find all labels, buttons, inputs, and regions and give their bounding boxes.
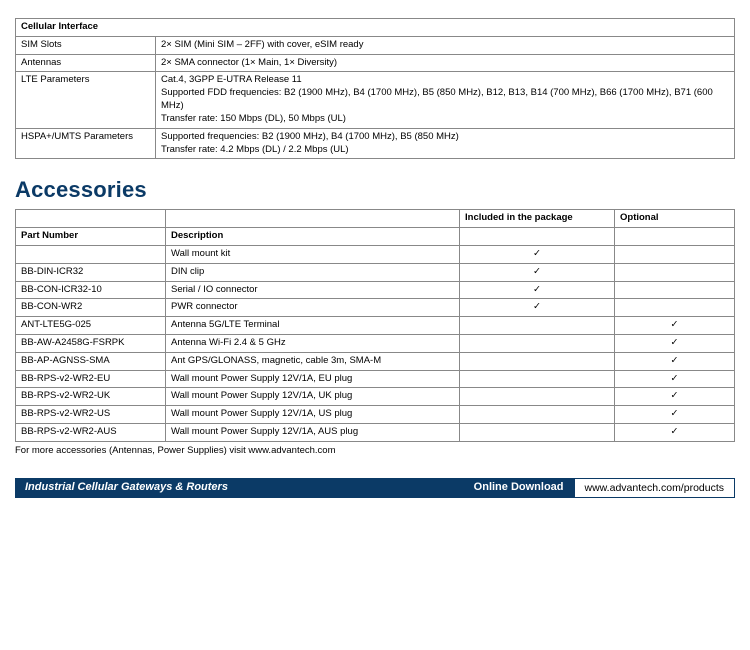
table-row: BB-DIN-ICR32DIN clip✓: [16, 263, 735, 281]
included-mark: ✓: [460, 299, 615, 317]
included-mark: ✓: [460, 263, 615, 281]
optional-mark: [615, 281, 735, 299]
spec-value: Supported frequencies: B2 (1900 MHz), B4…: [156, 128, 735, 159]
part-number: [16, 245, 166, 263]
part-number: BB-AW-A2458G-FSRPK: [16, 335, 166, 353]
table-row: BB-RPS-v2-WR2-EUWall mount Power Supply …: [16, 370, 735, 388]
description: Serial / IO connector: [166, 281, 460, 299]
part-number: BB-RPS-v2-WR2-EU: [16, 370, 166, 388]
table-row: BB-AW-A2458G-FSRPKAntenna Wi-Fi 2.4 & 5 …: [16, 335, 735, 353]
footer-url[interactable]: www.advantech.com/products: [574, 478, 735, 498]
description: Wall mount Power Supply 12V/1A, UK plug: [166, 388, 460, 406]
optional-mark: ✓: [615, 370, 735, 388]
accessories-title: Accessories: [15, 177, 735, 203]
description: Wall mount Power Supply 12V/1A, EU plug: [166, 370, 460, 388]
description: Wall mount Power Supply 12V/1A, US plug: [166, 406, 460, 424]
included-mark: [460, 335, 615, 353]
table-row: BB-RPS-v2-WR2-USWall mount Power Supply …: [16, 406, 735, 424]
part-number: BB-CON-ICR32-10: [16, 281, 166, 299]
part-number: BB-RPS-v2-WR2-UK: [16, 388, 166, 406]
spec-value: Cat.4, 3GPP E-UTRA Release 11Supported F…: [156, 72, 735, 128]
spec-label: Antennas: [16, 54, 156, 72]
part-number: BB-CON-WR2: [16, 299, 166, 317]
optional-mark: ✓: [615, 352, 735, 370]
included-mark: [460, 388, 615, 406]
included-mark: ✓: [460, 281, 615, 299]
part-number: ANT-LTE5G-025: [16, 317, 166, 335]
description: Antenna Wi-Fi 2.4 & 5 GHz: [166, 335, 460, 353]
footer-category: Industrial Cellular Gateways & Routers: [15, 478, 464, 498]
spec-label: SIM Slots: [16, 36, 156, 54]
part-number: BB-RPS-v2-WR2-AUS: [16, 424, 166, 442]
optional-mark: [615, 263, 735, 281]
optional-mark: ✓: [615, 406, 735, 424]
col-optional: Optional: [615, 210, 735, 228]
part-number: BB-RPS-v2-WR2-US: [16, 406, 166, 424]
table-row: BB-RPS-v2-WR2-AUSWall mount Power Supply…: [16, 424, 735, 442]
col-description: Description: [166, 228, 460, 246]
optional-mark: ✓: [615, 335, 735, 353]
table-row: BB-AP-AGNSS-SMAAnt GPS/GLONASS, magnetic…: [16, 352, 735, 370]
description: Ant GPS/GLONASS, magnetic, cable 3m, SMA…: [166, 352, 460, 370]
included-mark: ✓: [460, 245, 615, 263]
part-number: BB-DIN-ICR32: [16, 263, 166, 281]
accessories-table: Included in the package Optional Part Nu…: [15, 209, 735, 442]
cellular-header: Cellular Interface: [16, 19, 735, 37]
optional-mark: ✓: [615, 424, 735, 442]
included-mark: [460, 317, 615, 335]
table-row: BB-CON-WR2PWR connector✓: [16, 299, 735, 317]
footer-download-label: Online Download: [464, 478, 574, 498]
optional-mark: ✓: [615, 317, 735, 335]
spec-value: 2× SIM (Mini SIM – 2FF) with cover, eSIM…: [156, 36, 735, 54]
included-mark: [460, 406, 615, 424]
included-mark: [460, 352, 615, 370]
part-number: BB-AP-AGNSS-SMA: [16, 352, 166, 370]
table-row: ANT-LTE5G-025Antenna 5G/LTE Terminal ✓: [16, 317, 735, 335]
optional-mark: [615, 299, 735, 317]
table-row: BB-CON-ICR32-10Serial / IO connector✓: [16, 281, 735, 299]
description: PWR connector: [166, 299, 460, 317]
table-row: Wall mount kit✓: [16, 245, 735, 263]
table-row: BB-RPS-v2-WR2-UKWall mount Power Supply …: [16, 388, 735, 406]
spec-label: HSPA+/UMTS Parameters: [16, 128, 156, 159]
description: Wall mount kit: [166, 245, 460, 263]
description: DIN clip: [166, 263, 460, 281]
col-part-number: Part Number: [16, 228, 166, 246]
col-included: Included in the package: [460, 210, 615, 228]
description: Wall mount Power Supply 12V/1A, AUS plug: [166, 424, 460, 442]
accessories-footnote: For more accessories (Antennas, Power Su…: [15, 445, 735, 456]
spec-value: 2× SMA connector (1× Main, 1× Diversity): [156, 54, 735, 72]
cellular-interface-table: Cellular Interface SIM Slots2× SIM (Mini…: [15, 18, 735, 159]
spec-label: LTE Parameters: [16, 72, 156, 128]
description: Antenna 5G/LTE Terminal: [166, 317, 460, 335]
included-mark: [460, 370, 615, 388]
optional-mark: [615, 245, 735, 263]
included-mark: [460, 424, 615, 442]
footer-bar: Industrial Cellular Gateways & Routers O…: [15, 478, 735, 498]
optional-mark: ✓: [615, 388, 735, 406]
